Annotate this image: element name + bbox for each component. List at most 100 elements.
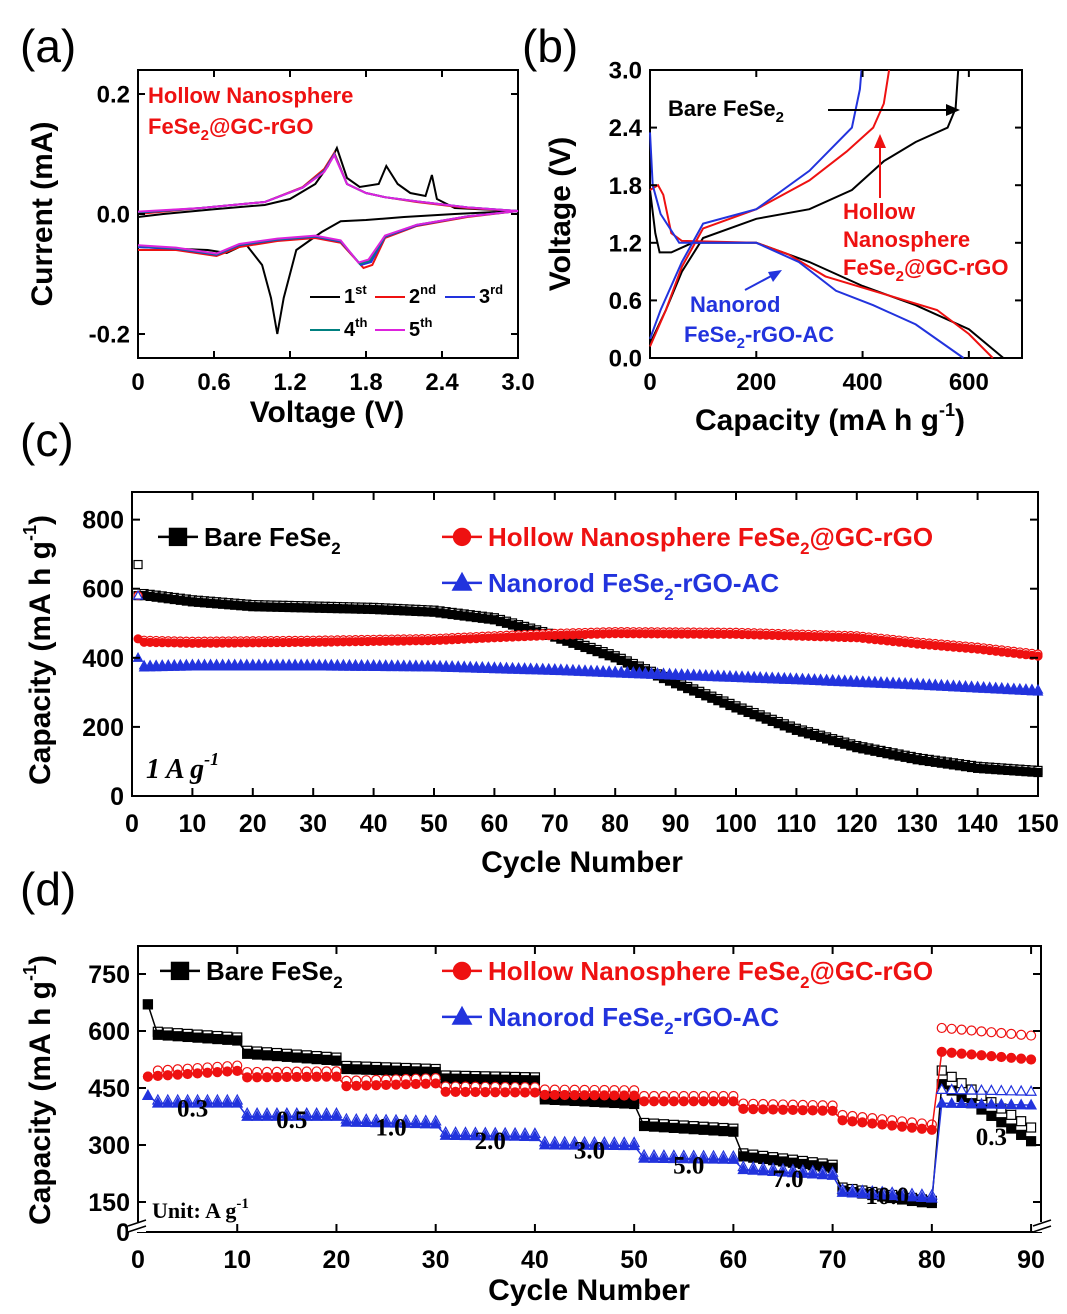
data-point xyxy=(1020,685,1032,696)
data-point xyxy=(181,1096,194,1108)
data-point xyxy=(658,1096,670,1107)
panel-c-ticks: 0 10 20 30 40 50 60 70 80 90 100 110 120 130 140 150 0 20… xyxy=(82,492,1059,838)
data-point xyxy=(290,1110,303,1121)
y-tick-label: 300 xyxy=(88,1132,130,1160)
data-point xyxy=(966,1049,977,1060)
data-point xyxy=(728,1126,739,1137)
y-tick-label: 0.0 xyxy=(97,202,130,229)
y-tick-label: 0.0 xyxy=(609,346,642,373)
x-tick-label: 0 xyxy=(131,1246,145,1274)
data-point xyxy=(948,681,959,692)
data-point xyxy=(996,1117,1007,1128)
data-point xyxy=(331,1055,342,1066)
data-point xyxy=(886,1189,899,1201)
legend-marker xyxy=(451,571,473,591)
data-point xyxy=(955,1083,968,1095)
y-tick-label: 2.4 xyxy=(609,115,643,142)
panel-a-y-axis-label: Current (mA) xyxy=(26,122,59,307)
data-point xyxy=(152,1029,163,1040)
data-point xyxy=(500,1087,511,1098)
data-point xyxy=(628,1139,641,1151)
data-point xyxy=(271,1072,283,1083)
data-point xyxy=(677,1152,690,1164)
data-point xyxy=(827,1105,838,1116)
x-tick-label: 10 xyxy=(223,1246,251,1274)
data-point xyxy=(945,1096,958,1108)
data-point xyxy=(301,1071,312,1082)
panel-b-hollow-label-1: Hollow xyxy=(843,199,916,224)
data-point xyxy=(836,1186,849,1197)
data-point xyxy=(599,1090,610,1101)
data-point xyxy=(172,1069,183,1080)
data-point xyxy=(490,1087,501,1098)
y-tick-label: 800 xyxy=(82,507,124,535)
data-point xyxy=(1025,1030,1037,1041)
data-point xyxy=(1025,1136,1037,1147)
legend-marker xyxy=(452,527,472,547)
data-point xyxy=(846,1186,859,1198)
cv-curve xyxy=(137,153,519,264)
y-tick-label: 1.2 xyxy=(609,230,642,257)
panel-d-legend: Bare FeSe2 Hollow Nanosphere FeSe2@GC-rGO… xyxy=(160,956,933,1038)
data-point xyxy=(807,1105,818,1116)
data-point xyxy=(1002,684,1014,695)
data-point xyxy=(399,1117,412,1128)
data-point xyxy=(360,1116,373,1128)
data-point xyxy=(440,1086,451,1097)
data-point xyxy=(430,1078,441,1089)
data-point xyxy=(1015,1084,1028,1096)
data-point xyxy=(361,1080,372,1091)
y-tick-label: 600 xyxy=(82,576,124,604)
data-point xyxy=(340,1115,353,1127)
x-tick-label: 80 xyxy=(918,1246,946,1274)
data-point xyxy=(529,1087,541,1098)
data-point xyxy=(538,1138,551,1150)
rate-label: 5.0 xyxy=(673,1153,704,1180)
data-point xyxy=(757,1164,770,1176)
data-point xyxy=(638,1151,651,1163)
data-point xyxy=(946,1071,957,1082)
x-tick-label: 20 xyxy=(239,810,267,838)
data-point xyxy=(856,1187,869,1199)
x-tick-label: 110 xyxy=(776,810,816,838)
data-point xyxy=(182,1068,193,1080)
legend-label: Hollow Nanosphere FeSe2@GC-rGO xyxy=(488,522,933,558)
panel-b: (b) 0 200 400 600 0.0 0.6 1.2 1.8 2.4 3.0 Voltage… xyxy=(522,20,1023,437)
data-point xyxy=(976,1026,987,1037)
y-tick-label: -0.2 xyxy=(89,322,130,349)
data-point xyxy=(896,1121,908,1132)
data-point xyxy=(747,1163,760,1175)
y-tick-label: 450 xyxy=(88,1075,130,1103)
data-point xyxy=(796,1167,809,1178)
data-point xyxy=(946,1023,957,1034)
data-point xyxy=(847,1116,858,1127)
data-point xyxy=(984,683,996,694)
legend-label: Hollow Nanosphere FeSe2@GC-rGO xyxy=(488,956,933,992)
data-point xyxy=(648,1096,660,1107)
data-point xyxy=(648,1121,660,1132)
y-tick-label: 3.0 xyxy=(609,58,642,85)
data-point xyxy=(936,1065,947,1076)
y-tick-label: 150 xyxy=(88,1189,130,1217)
data-point xyxy=(449,1129,462,1141)
data-point xyxy=(578,1138,591,1150)
data-point xyxy=(271,1050,283,1062)
x-tick-label: 130 xyxy=(896,810,938,838)
data-point xyxy=(708,1125,719,1136)
data-point xyxy=(569,1089,580,1101)
x-tick-label: 90 xyxy=(1017,1246,1045,1274)
data-point xyxy=(787,1104,799,1116)
data-point xyxy=(708,1096,719,1107)
data-point xyxy=(966,682,977,693)
data-point xyxy=(191,1096,204,1108)
data-point xyxy=(469,1129,482,1141)
data-point xyxy=(817,1105,828,1116)
panel-c-x-axis-label: Cycle Number xyxy=(481,846,683,879)
x-tick-label: 10 xyxy=(178,810,206,838)
data-point xyxy=(400,1079,412,1090)
charge-discharge-curve xyxy=(649,69,863,340)
data-point xyxy=(1006,1109,1017,1120)
data-point xyxy=(1006,1052,1017,1063)
data-point xyxy=(390,1079,402,1090)
data-point xyxy=(916,1123,928,1134)
